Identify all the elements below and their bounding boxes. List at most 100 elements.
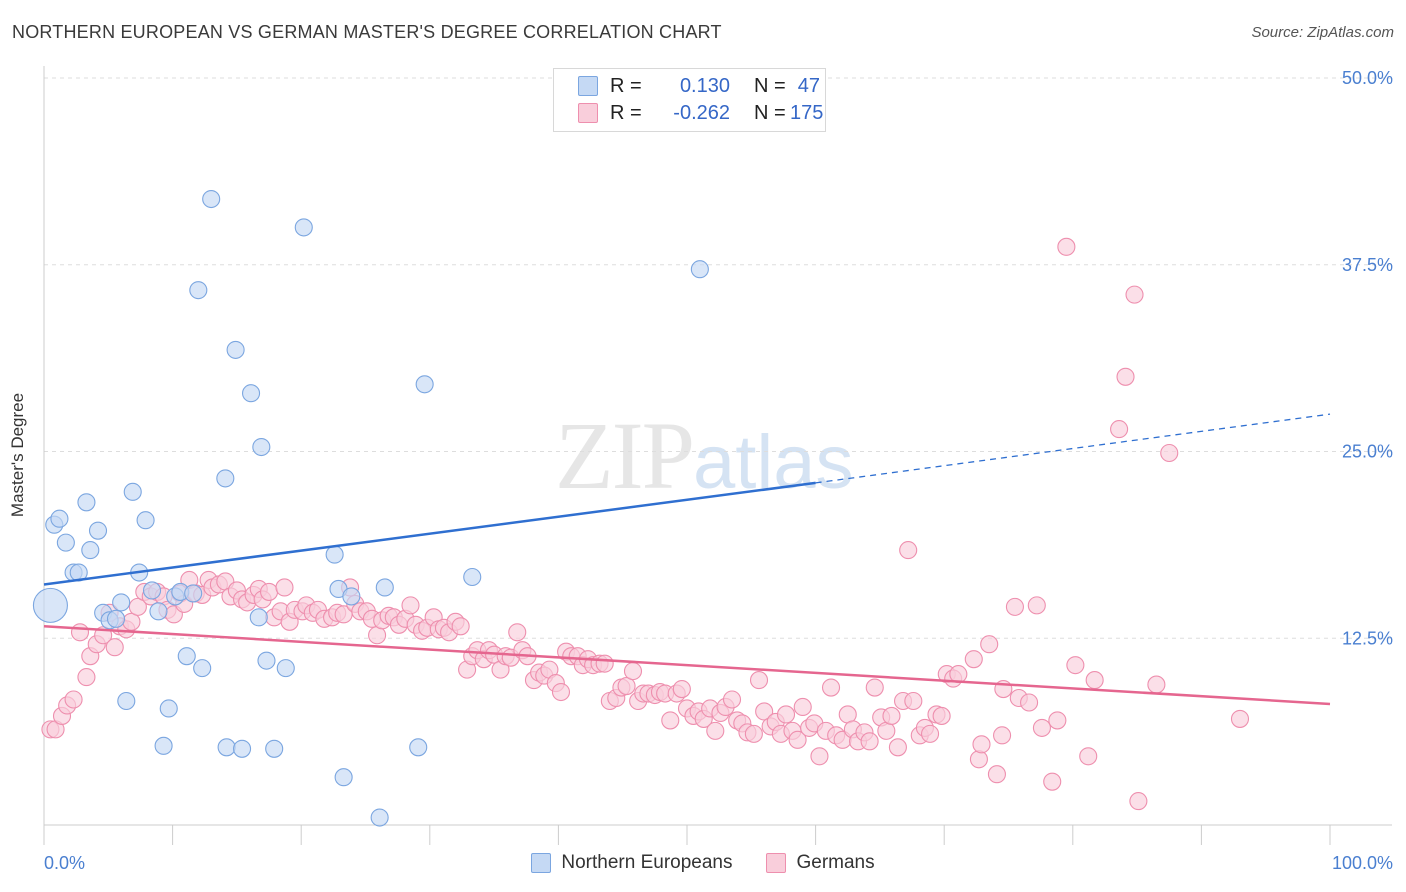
german-point <box>972 735 991 754</box>
northern-european-point <box>159 699 178 718</box>
german-point <box>1079 747 1098 766</box>
northern-european-point <box>136 511 155 530</box>
german-point <box>1057 237 1076 256</box>
northern-european-point <box>463 567 482 587</box>
bottom-legend-swatch-pink <box>766 853 787 873</box>
bottom-legend-label: Germans <box>796 852 875 873</box>
x-tick-label-max: 100.0% <box>1332 853 1393 873</box>
legend-r-value: -0.262 <box>673 101 730 124</box>
german-point <box>1230 709 1250 728</box>
german-point <box>744 724 763 743</box>
northern-europeans-trend-line <box>43 481 816 586</box>
northern-european-point <box>276 659 295 678</box>
y-tick-label: 37.5% <box>1342 255 1393 275</box>
german-point <box>749 671 769 690</box>
german-point <box>105 638 124 657</box>
german-point <box>70 623 90 642</box>
german-point <box>1116 367 1135 386</box>
german-point <box>661 711 680 730</box>
northern-european-point <box>81 541 100 560</box>
german-point <box>1032 718 1051 737</box>
legend-n-label: N = <box>754 74 786 97</box>
x-tick-label-min: 0.0% <box>44 853 85 873</box>
german-point <box>451 617 470 636</box>
german-point <box>1147 675 1166 694</box>
northern-european-point <box>123 482 142 501</box>
northern-european-point <box>232 739 252 758</box>
northern-european-point <box>370 808 389 827</box>
northern-european-point <box>375 578 394 597</box>
german-point <box>932 706 951 725</box>
german-point <box>969 750 988 769</box>
german-point <box>899 541 918 560</box>
northern-european-point <box>149 602 168 621</box>
german-point <box>776 705 796 724</box>
northern-european-point <box>106 609 126 628</box>
legend-row-northern-europeans: R = 0.130 N = 47 <box>578 73 820 99</box>
german-point <box>1085 671 1104 690</box>
bottom-legend-swatch-blue <box>531 853 552 873</box>
german-point <box>888 738 907 757</box>
source-credit: Source: ZipAtlas.com <box>1251 24 1394 41</box>
german-point <box>1110 420 1129 439</box>
y-tick-label: 12.5% <box>1342 628 1393 648</box>
german-point <box>128 597 147 616</box>
legend-box: R = 0.130 N = 47 R = -0.262 N = 175 <box>553 68 826 132</box>
northern-european-point <box>56 533 75 552</box>
germans-trend-line <box>43 625 1331 706</box>
german-point <box>672 679 691 699</box>
german-point <box>1048 711 1067 730</box>
watermark-zip: ZIP <box>555 402 695 509</box>
northern-european-point <box>325 545 344 564</box>
german-point <box>623 662 643 681</box>
bottom-legend: Northern Europeans Germans <box>0 852 1406 874</box>
german-point <box>1027 596 1046 615</box>
german-point <box>1160 443 1179 463</box>
northern-european-point <box>112 593 131 612</box>
german-point <box>1043 772 1062 791</box>
northern-european-point <box>142 581 162 600</box>
northern-european-point <box>257 651 276 670</box>
northern-european-point <box>177 647 196 666</box>
legend-n-value: 175 <box>790 101 824 124</box>
bottom-legend-label: Northern Europeans <box>561 852 733 873</box>
bottom-legend-germans[interactable]: Germans <box>766 852 875 874</box>
german-point <box>921 724 940 743</box>
german-point <box>964 650 983 669</box>
northern-european-point <box>415 375 434 394</box>
northern-european-point <box>334 768 353 787</box>
german-point <box>617 677 636 696</box>
northern-european-point <box>241 384 261 403</box>
northern-european-point <box>32 587 68 623</box>
northern-european-point <box>342 587 361 606</box>
northern-european-point <box>690 260 709 279</box>
german-point <box>1125 285 1144 304</box>
northern-european-point <box>409 738 428 757</box>
northern-european-point <box>216 469 235 488</box>
watermark-atlas: atlas <box>693 420 854 505</box>
legend-r-value: 0.130 <box>679 74 730 97</box>
y-tick-label: 50.0% <box>1342 68 1393 88</box>
northern-european-point <box>189 281 208 300</box>
legend-swatch-blue <box>578 76 598 96</box>
bottom-legend-northern-europeans[interactable]: Northern Europeans <box>531 852 732 874</box>
northern-european-point <box>184 584 203 603</box>
german-point <box>993 726 1012 745</box>
german-point <box>722 690 742 709</box>
legend-r-label: R = <box>610 101 642 124</box>
german-point <box>793 697 812 717</box>
german-point <box>595 654 614 673</box>
chart-title: NORTHERN EUROPEAN VS GERMAN MASTER'S DEG… <box>12 22 722 42</box>
german-point <box>882 706 901 725</box>
northern-european-point <box>77 493 96 512</box>
legend-n-label: N = <box>754 101 786 124</box>
german-point <box>755 702 774 721</box>
legend-swatch-pink <box>578 103 598 123</box>
northern-european-point <box>117 691 136 711</box>
german-point <box>1020 693 1039 712</box>
german-point <box>275 578 294 597</box>
german-point <box>987 765 1006 784</box>
northern-european-point <box>88 521 108 540</box>
northern-europeans-trend-extension <box>815 413 1331 484</box>
